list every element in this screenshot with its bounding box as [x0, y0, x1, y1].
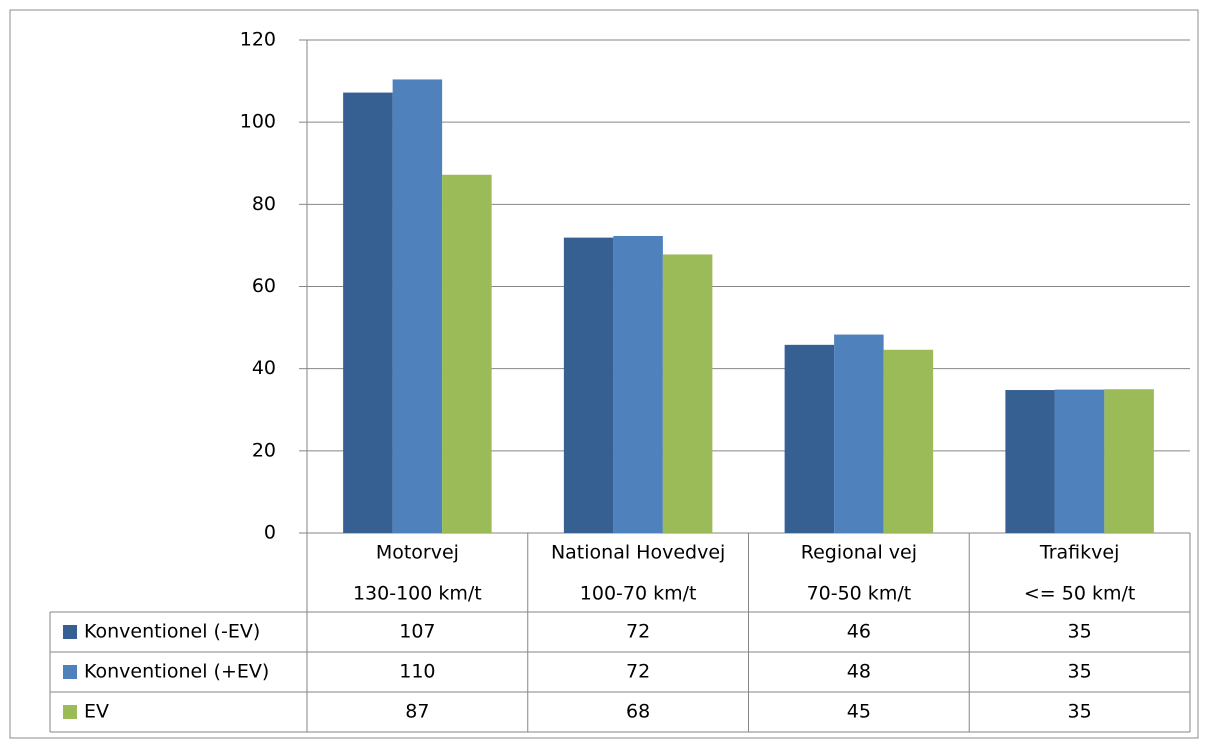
category-label: <= 50 km/t	[1024, 583, 1135, 605]
chart-frame	[9, 9, 1199, 739]
table-value: 45	[847, 701, 871, 723]
bar	[563, 237, 614, 533]
table-value: 35	[1068, 661, 1092, 683]
bar	[1104, 389, 1154, 533]
category-label: 70-50 km/t	[807, 583, 912, 605]
bar	[343, 92, 393, 533]
legend-label: Konventionel (-EV)	[84, 621, 260, 643]
y-tick-label: 20	[252, 439, 276, 461]
y-tick-label: 120	[240, 29, 276, 51]
bar	[662, 254, 713, 533]
y-tick-label: 80	[252, 193, 276, 215]
category-label: 130-100 km/t	[353, 583, 482, 605]
bar	[834, 334, 884, 533]
category-label: Motorvej	[376, 542, 459, 564]
category-label: Trafikvej	[1039, 542, 1119, 564]
table-value: 110	[399, 661, 435, 683]
bar	[442, 174, 492, 533]
y-tick-label: 40	[252, 357, 276, 379]
category-label: 100-70 km/t	[580, 583, 697, 605]
bar	[1005, 390, 1055, 533]
table-value: 87	[405, 701, 429, 723]
legend-key	[63, 705, 77, 719]
table-value: 107	[399, 621, 435, 643]
table-value: 48	[847, 661, 871, 683]
table-value: 72	[626, 661, 650, 683]
table-value: 35	[1068, 701, 1092, 723]
table-value: 46	[847, 621, 871, 643]
table-value: 68	[626, 701, 650, 723]
category-label: Regional vej	[801, 542, 917, 564]
bar	[392, 79, 443, 533]
legend-label: EV	[84, 701, 109, 723]
legend-key	[63, 625, 77, 639]
legend-key	[63, 665, 77, 679]
category-label: National Hovedvej	[551, 542, 725, 564]
table-value: 35	[1068, 621, 1092, 643]
bar	[883, 349, 934, 533]
bar	[784, 344, 835, 533]
y-tick-label: 0	[264, 522, 276, 544]
bar	[1054, 389, 1105, 533]
legend-label: Konventionel (+EV)	[84, 661, 269, 683]
table-value: 72	[626, 621, 650, 643]
y-tick-label: 100	[240, 111, 276, 133]
bar	[613, 235, 663, 533]
y-tick-label: 60	[252, 275, 276, 297]
